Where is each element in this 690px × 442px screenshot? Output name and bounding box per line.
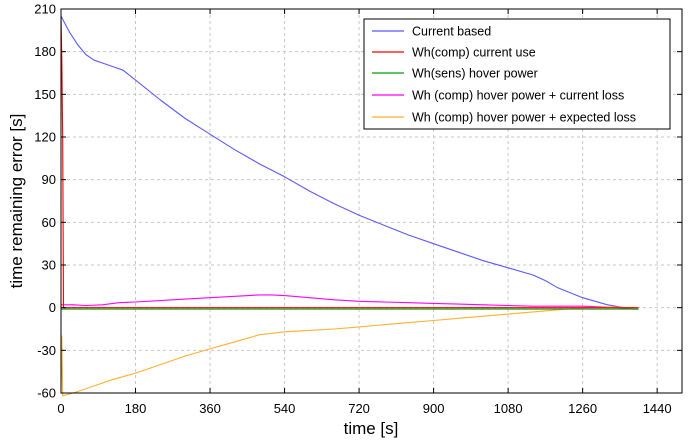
axis-ticks: 0 180 360 540 720 900 1080 1260 1440 -60 -30 0 30 60 9…	[34, 2, 682, 416]
y-axis-title: time remaining error [s]	[7, 114, 26, 289]
legend-label-wh-comp-current-use: Wh(comp) current use	[412, 46, 536, 60]
series-hover-expected-loss	[60, 306, 639, 397]
y-tick-label: 120	[34, 130, 56, 145]
legend-label-wh-sens-hover-power: Wh(sens) hover power	[412, 67, 538, 81]
y-tick-label: 150	[34, 87, 56, 102]
y-tick-label: 90	[42, 172, 56, 187]
x-tick-label: 1080	[494, 401, 523, 416]
x-tick-label: 0	[57, 401, 64, 416]
y-tick-label: 210	[34, 2, 56, 17]
x-tick-label: 360	[199, 401, 221, 416]
plot-frame	[60, 8, 683, 394]
legend: Current based Wh(comp) current use Wh(se…	[363, 18, 671, 130]
series-current-based	[60, 15, 639, 310]
x-tick-label: 1440	[643, 401, 672, 416]
y-tick-label: 0	[49, 300, 56, 315]
series-hover-current-loss	[61, 294, 639, 310]
legend-label-hover-current-loss: Wh (comp) hover power + current loss	[412, 89, 624, 103]
x-tick-label: 720	[348, 401, 370, 416]
y-tick-label: -60	[37, 386, 56, 401]
legend-box	[363, 18, 671, 130]
x-tick-label: 180	[125, 401, 147, 416]
x-tick-label: 900	[423, 401, 445, 416]
x-tick-label: 540	[274, 401, 296, 416]
x-tick-label: 1260	[568, 401, 597, 416]
y-tick-label: 180	[34, 44, 56, 59]
legend-label-current-based: Current based	[412, 25, 491, 39]
y-tick-label: -30	[37, 343, 56, 358]
y-tick-label: 30	[42, 258, 56, 273]
y-tick-label: 60	[42, 215, 56, 230]
x-axis-title: time [s]	[344, 419, 399, 438]
legend-label-hover-expected-loss: Wh (comp) hover power + expected loss	[412, 111, 636, 125]
